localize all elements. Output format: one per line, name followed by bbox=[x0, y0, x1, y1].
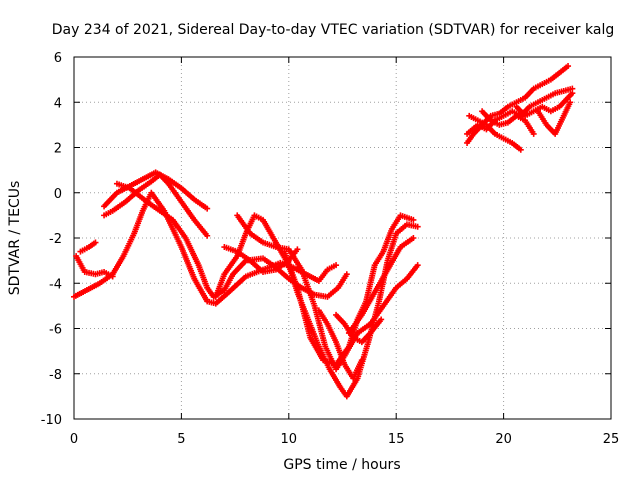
y-tick-label: -4 bbox=[49, 277, 62, 292]
data-point bbox=[414, 223, 421, 230]
data-point bbox=[569, 90, 576, 97]
x-tick-label: 0 bbox=[70, 432, 78, 447]
y-tick-labels: -10 -8 -6 -4 -2 0 2 4 6 bbox=[41, 51, 62, 428]
series-track-5 bbox=[101, 169, 211, 212]
x-tick-label: 15 bbox=[388, 432, 405, 447]
data-point bbox=[204, 232, 211, 239]
data-point bbox=[109, 273, 116, 280]
series-track-4 bbox=[101, 171, 211, 239]
y-tick-label: -6 bbox=[49, 323, 62, 338]
series-track-17 bbox=[479, 108, 537, 137]
series-track-19 bbox=[534, 99, 574, 137]
data-point bbox=[414, 262, 421, 269]
series-track-11 bbox=[333, 311, 385, 346]
x-tick-label: 5 bbox=[177, 432, 185, 447]
series-track-9 bbox=[221, 244, 301, 275]
y-tick-label: -8 bbox=[49, 368, 62, 383]
series-track-13 bbox=[345, 235, 417, 337]
data-point bbox=[378, 316, 385, 323]
y-axis-title: SDTVAR / TECUs bbox=[7, 181, 23, 296]
ticks bbox=[73, 56, 612, 420]
data-point bbox=[530, 130, 537, 137]
x-tick-label: 20 bbox=[495, 432, 512, 447]
series-track-12 bbox=[315, 307, 365, 382]
series-track-8 bbox=[234, 212, 421, 373]
data-point bbox=[92, 239, 99, 246]
y-tick-label: 4 bbox=[54, 96, 62, 111]
series-track-2 bbox=[73, 253, 116, 280]
x-axis-title: GPS time / hours bbox=[283, 457, 400, 473]
data-point bbox=[565, 63, 572, 70]
data-point bbox=[410, 216, 417, 223]
y-tick-label: 2 bbox=[54, 142, 62, 157]
data-point bbox=[410, 235, 417, 241]
data-point bbox=[567, 99, 574, 106]
data-point bbox=[358, 357, 365, 364]
chart-title: Day 234 of 2021, Sidereal Day-to-day VTE… bbox=[52, 22, 614, 38]
series-track-10 bbox=[281, 212, 417, 368]
y-tick-label: 0 bbox=[54, 187, 62, 202]
y-tick-label: -2 bbox=[49, 232, 62, 247]
series-track-3 bbox=[77, 239, 99, 255]
x-tick-label: 25 bbox=[603, 432, 620, 447]
series-track-1 bbox=[71, 189, 340, 307]
data-point bbox=[333, 262, 340, 269]
x-tick-labels: 0 5 10 15 20 25 bbox=[70, 432, 619, 447]
data-marks bbox=[71, 63, 576, 400]
y-tick-label: -10 bbox=[41, 413, 62, 428]
y-tick-label: 6 bbox=[54, 51, 62, 66]
data-point bbox=[343, 271, 350, 278]
data-point bbox=[204, 205, 211, 212]
series-track-16 bbox=[466, 112, 524, 153]
data-point bbox=[517, 146, 524, 153]
data-point bbox=[294, 246, 301, 253]
x-tick-label: 10 bbox=[281, 432, 298, 447]
